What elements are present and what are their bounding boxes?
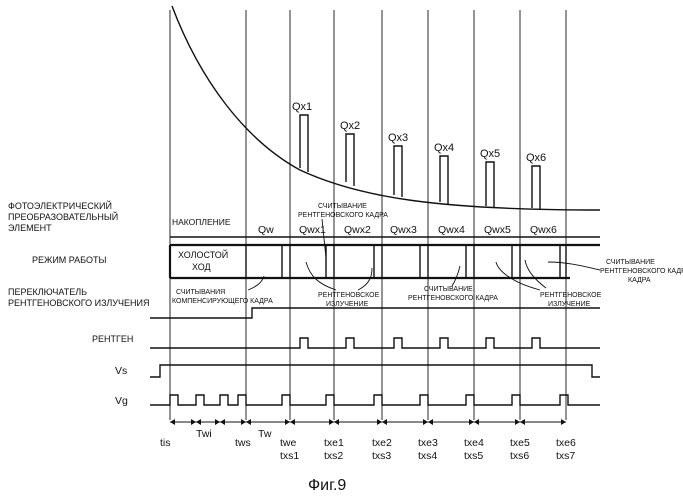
note-xray-emission-2a: РЕНТГЕНОВСКОЕ bbox=[540, 292, 602, 299]
pulse-qx5 bbox=[486, 162, 494, 207]
note-xray-emission-1a: РЕНТГЕНОВСКОЕ bbox=[318, 292, 380, 299]
label-qx6: Qx6 bbox=[526, 152, 546, 164]
tick-txs3: txs3 bbox=[372, 450, 391, 462]
label-idle-1: ХОЛОСТОЙ bbox=[178, 249, 228, 260]
tick-txs7: txs7 bbox=[556, 450, 575, 462]
label-photoelectric-2: ПРЕОБРАЗОВАТЕЛЬНЫЙ bbox=[8, 211, 118, 222]
label-qx1: Qx1 bbox=[292, 101, 312, 113]
tick-txe2: txe2 bbox=[372, 437, 392, 449]
note-read-frame-right-3: КАДРА bbox=[628, 277, 651, 284]
tick-txe1: txe1 bbox=[324, 437, 344, 449]
leader-right bbox=[548, 262, 600, 270]
label-qx5: Qx5 bbox=[480, 148, 500, 160]
xray-pulse-waveform bbox=[150, 338, 600, 348]
label-qwx5: Qwx5 bbox=[484, 224, 511, 236]
tick-tis: tis bbox=[160, 437, 171, 449]
label-idle-2: ХОД bbox=[192, 262, 211, 272]
pulse-qx4 bbox=[440, 156, 448, 204]
tick-twe: twe bbox=[280, 437, 297, 449]
pulse-qx3 bbox=[394, 146, 402, 197]
label-xray: РЕНТГЕН bbox=[92, 334, 133, 344]
note-read-frame-mid-2: РЕНТГЕНОВСКОГО КАДРА bbox=[408, 295, 498, 302]
timing-diagram: Qx1 Qx2 Qx3 Qx4 Qx5 Qx6 ФОТОЭЛЕКТРИЧЕСКИ… bbox=[0, 0, 683, 500]
label-accumulation: НАКОПЛЕНИЕ bbox=[172, 217, 231, 227]
note-comp-frame-2: КОМПЕНСИРУЮЩЕГО КАДРА bbox=[172, 298, 273, 305]
label-tw: Tw bbox=[258, 428, 272, 440]
label-photoelectric-3: ЭЛЕМЕНТ bbox=[8, 223, 52, 233]
label-vg: Vg bbox=[115, 395, 128, 407]
photoelectric-charge-curve bbox=[172, 6, 600, 210]
time-ticks: tis tws twe txe1 txe2 txe3 txe4 txe5 txe… bbox=[160, 437, 576, 462]
note-xray-emission-1b: ИЗЛУЧЕНИЕ bbox=[326, 301, 369, 308]
vg-waveform bbox=[150, 395, 600, 405]
label-twi: Twi bbox=[196, 428, 212, 440]
tick-txe6: txe6 bbox=[556, 437, 576, 449]
tick-tws: tws bbox=[235, 437, 251, 449]
note-read-frame-right-2: РЕНТГЕНОВСКОГО КАДРА bbox=[600, 268, 683, 275]
charge-pulses bbox=[300, 115, 540, 209]
note-xray-emission-2b: ИЗЛУЧЕНИЕ bbox=[548, 301, 591, 308]
tick-txe3: txe3 bbox=[418, 437, 438, 449]
label-qwx6: Qwx6 bbox=[530, 224, 557, 236]
label-vs: Vs bbox=[115, 365, 127, 377]
label-qx2: Qx2 bbox=[340, 120, 360, 132]
label-qw: Qw bbox=[258, 224, 274, 236]
label-qwx1: Qwx1 bbox=[299, 224, 326, 236]
label-qwx3: Qwx3 bbox=[390, 224, 417, 236]
label-qx4: Qx4 bbox=[434, 142, 454, 154]
timing-diagram-figure: Qx1 Qx2 Qx3 Qx4 Qx5 Qx6 ФОТОЭЛЕКТРИЧЕСКИ… bbox=[0, 0, 683, 500]
tick-txe4: txe4 bbox=[464, 437, 484, 449]
pulse-qx6 bbox=[532, 166, 540, 209]
tick-txs6: txs6 bbox=[510, 450, 529, 462]
label-qx3: Qx3 bbox=[388, 132, 408, 144]
xray-switch-waveform bbox=[150, 308, 600, 318]
tick-txs4: txs4 bbox=[418, 450, 437, 462]
label-photoelectric-1: ФОТОЭЛЕКТРИЧЕСКИЙ bbox=[8, 200, 112, 211]
label-qwx4: Qwx4 bbox=[438, 224, 465, 236]
label-mode: РЕЖИМ РАБОТЫ bbox=[32, 255, 106, 265]
note-read-frame-top-2: РЕНТГЕНОВСКОГО КАДРА bbox=[298, 212, 388, 219]
label-switch-1: ПЕРЕКЛЮЧАТЕЛЬ bbox=[8, 287, 87, 297]
pulse-qx1 bbox=[300, 115, 308, 172]
tick-txs1: txs1 bbox=[280, 450, 299, 462]
figure-caption: Фиг.9 bbox=[308, 477, 346, 494]
tick-txe5: txe5 bbox=[510, 437, 530, 449]
tick-txs2: txs2 bbox=[324, 450, 343, 462]
interval-arrows bbox=[170, 419, 566, 425]
label-switch-2: РЕНТГЕНОВСКОГО ИЗЛУЧЕНИЯ bbox=[8, 298, 150, 308]
pulse-qx2 bbox=[346, 134, 354, 186]
tick-txs5: txs5 bbox=[464, 450, 483, 462]
mode-segments bbox=[246, 245, 566, 278]
note-read-frame-mid-1: СЧИТЫВАНИЕ bbox=[424, 286, 473, 293]
vs-waveform bbox=[150, 365, 600, 377]
label-qwx2: Qwx2 bbox=[344, 224, 371, 236]
note-read-frame-right-1: СЧИТЫВАНИЕ bbox=[606, 259, 655, 266]
note-read-frame-top-1: СЧИТЫВАНИЕ bbox=[318, 203, 367, 210]
note-comp-frame-1: СЧИТЫВАНИЯ bbox=[176, 289, 225, 296]
